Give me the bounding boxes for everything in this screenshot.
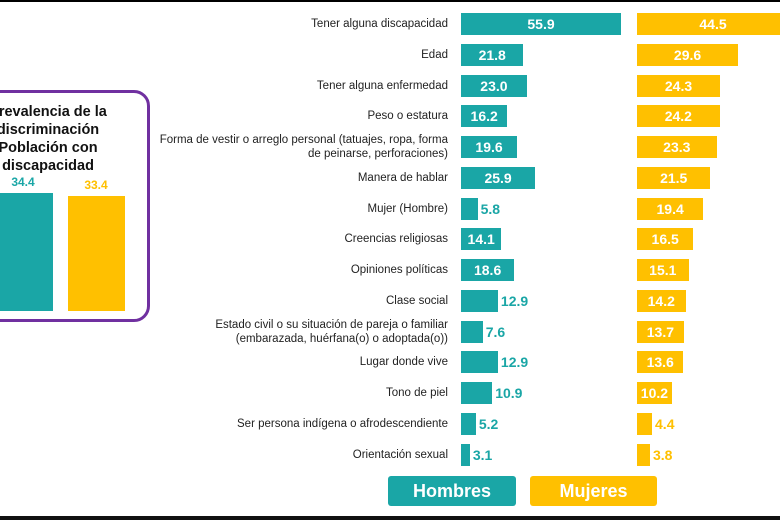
- inset-label-hombres: 34.4: [11, 175, 35, 189]
- inset-bar-mujeres: [68, 196, 125, 311]
- bar-mujeres: [637, 166, 711, 189]
- category-label: Tono de piel: [385, 387, 448, 399]
- category-label: Forma de vestir o arreglo personal (tatu…: [159, 134, 448, 160]
- category-label: Creencias religiosas: [344, 233, 448, 246]
- bar-hombres: [461, 74, 527, 97]
- value-label-mujeres: 13.6: [646, 354, 674, 371]
- category-label: Manera de hablar: [357, 171, 448, 184]
- value-label-hombres: 14.1: [467, 231, 495, 248]
- value-label-hombres: 12.9: [500, 292, 529, 309]
- category-label: Ser persona indígena o afrodescendiente: [237, 417, 448, 430]
- value-label-hombres: 21.8: [478, 46, 506, 63]
- category-label: Orientación sexual: [352, 448, 448, 461]
- category-label: Estado civil o su situación de pareja o …: [215, 318, 448, 345]
- inset-label-mujeres: 33.4: [84, 178, 108, 193]
- value-label-hombres: 5.2: [478, 415, 499, 432]
- category-label: Opiniones políticas: [350, 264, 448, 276]
- category-label: Peso o estatura: [367, 110, 448, 123]
- category-label: Edad: [421, 48, 448, 61]
- value-label-hombres: 5.8: [480, 200, 501, 217]
- bar-hombres: [461, 259, 515, 281]
- value-label-mujeres: 16.5: [651, 231, 679, 248]
- bar-mujeres: [637, 105, 720, 128]
- bar-hombres: [461, 443, 470, 466]
- bar-hombres: [461, 197, 478, 220]
- inset-title-line-1: Prevalencia de la: [0, 104, 107, 120]
- legend-hombres: Hombres: [388, 476, 516, 506]
- inset-title-line-4: discapacidad: [2, 158, 94, 174]
- bar-mujeres: [637, 259, 689, 281]
- bar-mujeres: [637, 197, 704, 220]
- bar-mujeres: [637, 13, 780, 35]
- value-label-mujeres: 29.6: [673, 46, 702, 63]
- category-label: Lugar donde vive: [359, 356, 448, 369]
- value-label-hombres: 19.6: [475, 139, 503, 155]
- inset-panel: Prevalencia de la discriminación Poblaci…: [0, 90, 150, 322]
- bar-mujeres: [637, 289, 686, 312]
- value-label-mujeres: 23.3: [663, 139, 691, 155]
- bar-mujeres: [637, 382, 672, 404]
- bar-mujeres: [637, 136, 717, 158]
- bar-hombres: [461, 136, 518, 158]
- bar-hombres: [461, 228, 502, 251]
- inset-bar-hombres: [0, 193, 53, 311]
- value-label-mujeres: 15.1: [649, 262, 677, 278]
- legend-mujeres: Mujeres: [530, 476, 657, 506]
- value-label-mujeres: 14.2: [647, 292, 675, 309]
- inset-title: Prevalencia de la discriminación Poblaci…: [0, 103, 123, 175]
- bar-hombres: [461, 320, 483, 343]
- value-label-mujeres: 10.2: [640, 385, 669, 401]
- bar-mujeres: [637, 228, 694, 251]
- inset-title-line-3: Población con: [0, 140, 98, 156]
- bar-mujeres: [637, 320, 684, 343]
- category-label: Clase social: [386, 294, 448, 307]
- bar-mujeres: [637, 412, 653, 435]
- value-label-mujeres: 24.2: [664, 108, 692, 125]
- value-label-mujeres: 44.5: [699, 16, 727, 32]
- frame-top-border: [0, 0, 780, 2]
- bar-hombres: [461, 382, 493, 404]
- value-label-hombres: 23.0: [480, 77, 508, 94]
- value-label-hombres: 10.9: [495, 385, 523, 401]
- value-label-mujeres: 19.4: [656, 200, 684, 217]
- value-label-mujeres: 4.4: [655, 415, 675, 432]
- inset-title-line-2: discriminación: [0, 122, 100, 138]
- bar-hombres: [461, 412, 476, 435]
- bar-hombres: [461, 351, 498, 374]
- category-label: Tener alguna discapacidad: [311, 18, 448, 30]
- bar-hombres: [461, 13, 621, 35]
- bar-hombres: [461, 166, 536, 189]
- bar-hombres: [461, 105, 508, 128]
- bar-mujeres: [637, 74, 720, 97]
- bar-hombres: [461, 43, 524, 66]
- bar-mujeres: [637, 43, 739, 66]
- value-label-mujeres: 3.8: [652, 446, 673, 463]
- category-label: Tener alguna enfermedad: [316, 79, 448, 92]
- frame-bottom-border: [0, 516, 780, 520]
- value-label-mujeres: 21.5: [660, 169, 688, 186]
- bar-hombres: [461, 289, 498, 312]
- value-label-hombres: 55.9: [527, 16, 555, 32]
- value-label-hombres: 18.6: [473, 262, 502, 278]
- category-label: Mujer (Hombre): [367, 202, 448, 215]
- value-label-hombres: 12.9: [500, 354, 529, 371]
- bar-mujeres: [637, 351, 684, 374]
- value-label-hombres: 25.9: [484, 169, 512, 186]
- bar-mujeres: [637, 443, 650, 466]
- value-label-hombres: 3.1: [472, 446, 493, 463]
- value-label-hombres: 16.2: [470, 108, 498, 125]
- value-label-mujeres: 24.3: [664, 77, 693, 94]
- value-label-mujeres: 13.7: [646, 323, 675, 340]
- value-label-hombres: 7.6: [485, 323, 506, 340]
